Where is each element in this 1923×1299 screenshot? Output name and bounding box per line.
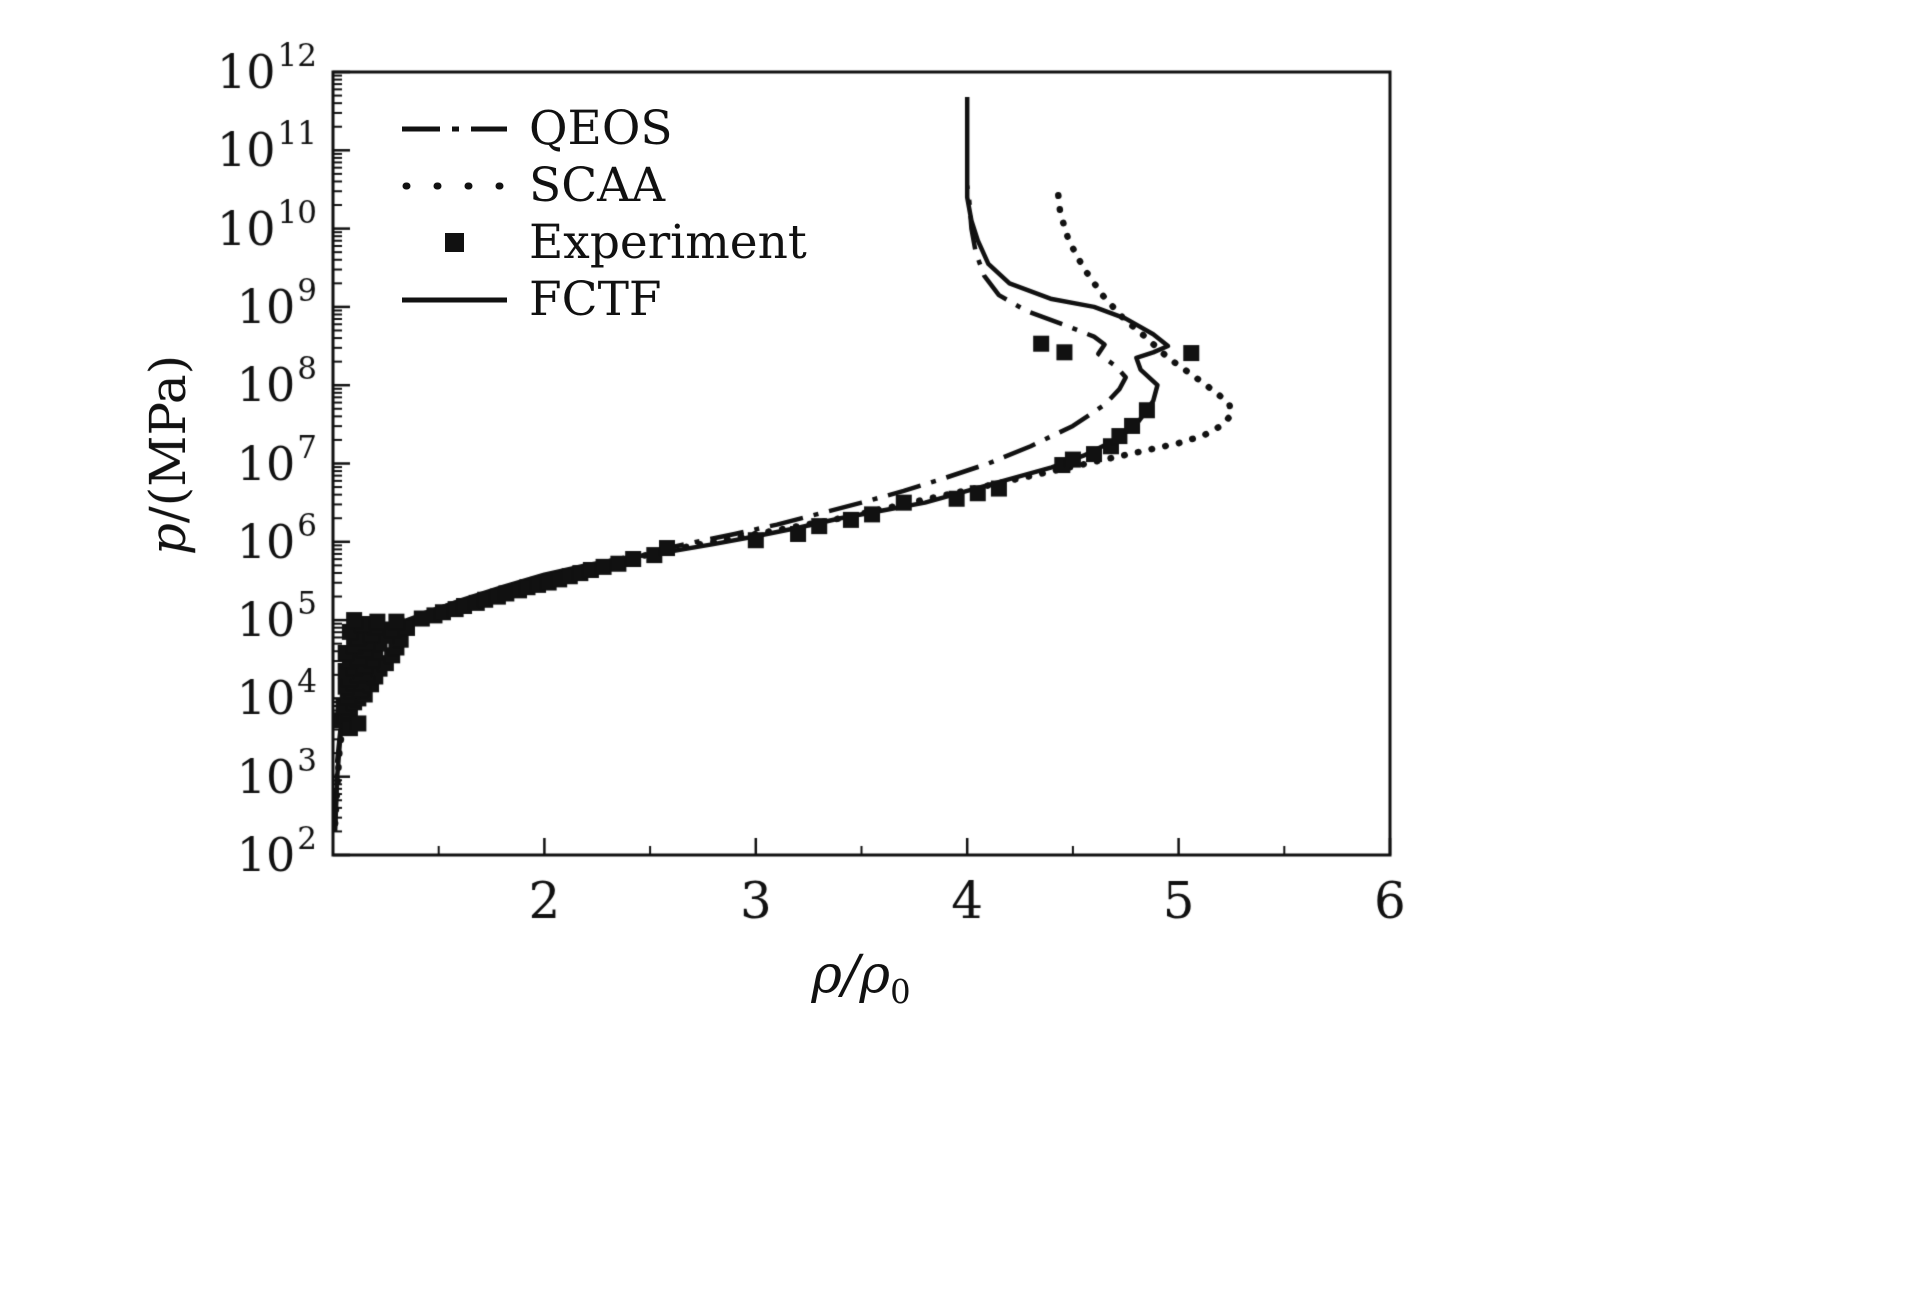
y-axis-label: p/(MPa) bbox=[139, 355, 197, 555]
x-axis-label: ρ/ρ0 bbox=[811, 945, 910, 1011]
legend-item-experiment: Experiment bbox=[402, 214, 807, 271]
legend: QEOS SCAA Experiment FCTF bbox=[402, 100, 807, 328]
legend-label-scaa: SCAA bbox=[529, 158, 666, 213]
qeos-line-sample bbox=[402, 123, 507, 135]
legend-label-experiment: Experiment bbox=[529, 215, 807, 270]
y-axis-symbol: p bbox=[139, 523, 197, 556]
legend-label-qeos: QEOS bbox=[529, 101, 673, 156]
legend-item-qeos: QEOS bbox=[402, 100, 807, 157]
experiment-marker-sample bbox=[402, 233, 507, 252]
legend-item-scaa: SCAA bbox=[402, 157, 807, 214]
legend-label-fctf: FCTF bbox=[529, 272, 662, 327]
x-axis-subscript: 0 bbox=[890, 973, 911, 1012]
legend-item-fctf: FCTF bbox=[402, 271, 807, 328]
x-axis-symbol: ρ/ρ bbox=[811, 944, 891, 1005]
fctf-line-sample bbox=[402, 294, 507, 306]
y-axis-units: /(MPa) bbox=[139, 354, 197, 524]
scaa-line-sample bbox=[402, 180, 507, 192]
square-marker-icon bbox=[445, 233, 464, 252]
